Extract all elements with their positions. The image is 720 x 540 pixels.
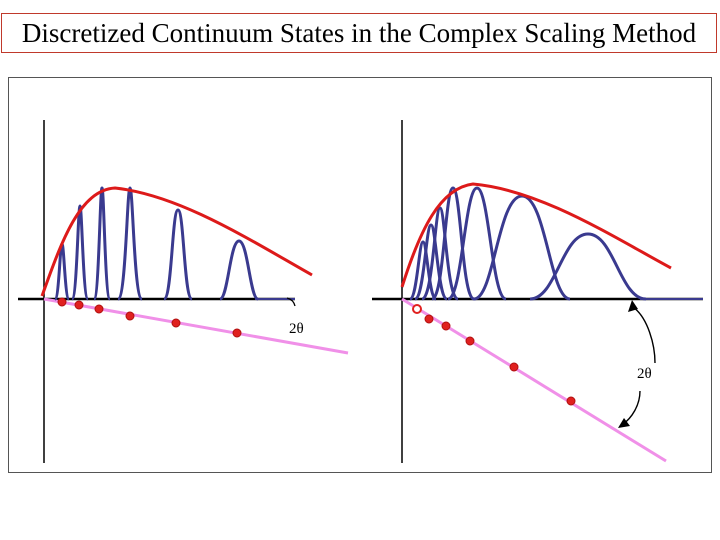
left-eigenvalue-point xyxy=(57,297,67,307)
right-wavefunction-4 xyxy=(430,186,476,301)
left-wavefunction-4 xyxy=(116,186,144,301)
right-wavefunction-7 xyxy=(529,232,647,301)
right-wavefunction-1 xyxy=(408,240,438,301)
left-angle-label: 2θ xyxy=(289,321,304,337)
right-eigenvalue-point xyxy=(509,362,519,372)
left-eigenvalue-point xyxy=(232,328,242,338)
slide-title: Discretized Continuum States in the Comp… xyxy=(1,13,717,53)
left-eigenvalue-point xyxy=(125,311,135,321)
right-angle-arrowhead-bottom xyxy=(618,418,630,428)
left-eigenvalue-point xyxy=(74,300,84,310)
right-eigenvalue-point xyxy=(424,314,434,324)
left-wavefunction-2 xyxy=(70,204,90,301)
left-eigenvalue-point xyxy=(94,304,104,314)
right-envelope-curve xyxy=(400,182,672,288)
figure-frame xyxy=(8,77,712,473)
right-eigenvalue-point xyxy=(412,304,422,314)
right-eigenvalue-points xyxy=(412,304,576,406)
left-panel: 2θ xyxy=(18,120,349,463)
right-eigenvalue-point xyxy=(441,321,451,331)
left-wavefunctions xyxy=(53,186,295,301)
right-wavefunction-2 xyxy=(413,223,449,301)
left-wavefunction-6 xyxy=(218,239,260,301)
left-eigenvalue-point xyxy=(171,318,181,328)
right-eigenvalue-point xyxy=(566,396,576,406)
left-wavefunction-3 xyxy=(92,186,112,301)
right-wavefunctions xyxy=(408,186,703,301)
right-wavefunction-5 xyxy=(447,186,507,301)
right-wavefunction-6 xyxy=(473,194,571,301)
right-angle-label: 2θ xyxy=(637,366,652,382)
right-angle-arrowhead-top xyxy=(628,300,638,312)
left-envelope-curve xyxy=(40,186,313,297)
right-rotated-line xyxy=(401,297,667,463)
right-wavefunction-3 xyxy=(420,206,460,301)
right-angle-arc xyxy=(632,306,656,364)
right-panel: 2θ xyxy=(372,120,703,463)
left-angle-arrow xyxy=(286,297,296,307)
right-eigenvalue-point xyxy=(465,336,475,346)
left-eigenvalue-points xyxy=(57,297,242,338)
left-wavefunction-5 xyxy=(162,208,194,301)
